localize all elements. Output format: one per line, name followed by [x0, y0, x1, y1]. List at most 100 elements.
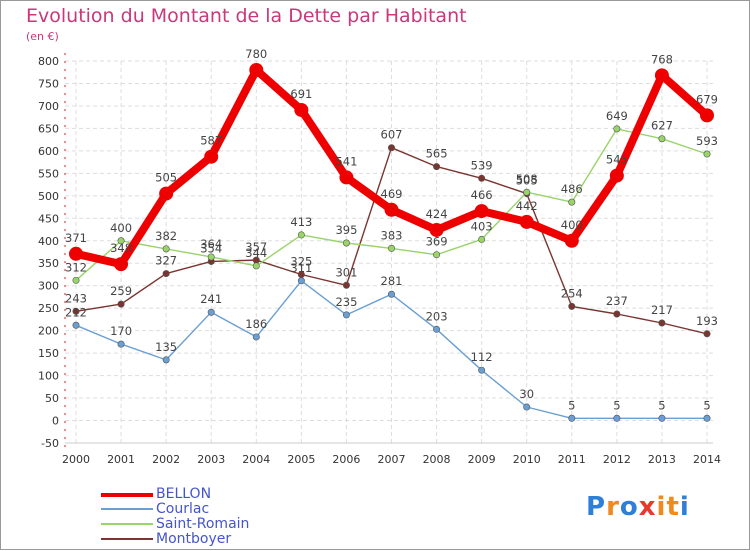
data-label-courlac: 212 [65, 305, 87, 319]
data-label-courlac: 112 [471, 350, 493, 364]
x-tick-label: 2004 [242, 453, 270, 466]
data-label-saint-romain: 593 [696, 134, 718, 148]
data-label-courlac: 5 [568, 398, 575, 412]
data-point-montboyer [387, 144, 395, 152]
data-label-saint-romain: 413 [290, 215, 312, 229]
x-tick-label: 2011 [558, 453, 586, 466]
x-tick-label: 2000 [62, 453, 90, 466]
data-point-montboyer [658, 319, 666, 327]
y-tick-label: 450 [38, 212, 59, 225]
data-label-montboyer: 217 [651, 303, 673, 317]
data-point-saint-romain [207, 253, 215, 261]
data-label-saint-romain: 649 [606, 109, 628, 123]
data-label-courlac: 135 [155, 340, 177, 354]
data-label-bellon: 400 [561, 218, 583, 232]
data-point-bellon [159, 186, 174, 201]
data-point-saint-romain [387, 244, 395, 252]
data-point-bellon [654, 68, 669, 83]
logo-letter: i [679, 492, 690, 522]
data-point-montboyer [613, 310, 621, 318]
y-tick-label: 250 [38, 302, 59, 315]
data-point-saint-romain [613, 125, 621, 133]
x-tick-label: 2006 [332, 453, 360, 466]
data-label-bellon: 691 [290, 87, 312, 101]
data-point-saint-romain [658, 135, 666, 143]
data-label-courlac: 5 [658, 398, 665, 412]
data-point-courlac [207, 308, 215, 316]
data-point-bellon [384, 202, 399, 217]
data-point-montboyer [568, 302, 576, 310]
data-point-courlac [433, 325, 441, 333]
data-label-saint-romain: 627 [651, 119, 673, 133]
legend-label-montboyer: Montboyer [156, 531, 232, 547]
data-label-courlac: 235 [335, 295, 357, 309]
logo-letter: t [666, 492, 680, 522]
proxiti-logo: Proxiti [586, 492, 690, 522]
data-label-bellon: 679 [696, 92, 718, 106]
data-label-courlac: 241 [200, 292, 222, 306]
data-label-saint-romain: 364 [200, 237, 222, 251]
data-point-bellon [249, 62, 264, 77]
data-point-bellon [429, 222, 444, 237]
legend-swatch-montboyer [101, 538, 153, 540]
logo-letter: o [619, 492, 639, 522]
data-point-courlac [568, 414, 576, 422]
data-point-courlac [252, 333, 260, 341]
data-point-saint-romain [568, 198, 576, 206]
legend-item-montboyer: Montboyer [101, 531, 361, 547]
x-tick-label: 2007 [378, 453, 406, 466]
data-point-courlac [117, 340, 125, 348]
data-point-saint-romain [297, 231, 305, 239]
data-label-montboyer: 357 [245, 240, 267, 254]
logo-letter: P [586, 492, 607, 522]
logo-letter: x [638, 492, 657, 522]
data-label-bellon: 545 [606, 153, 628, 167]
data-point-bellon [609, 168, 624, 183]
data-point-saint-romain [703, 150, 711, 158]
y-tick-label: 400 [38, 235, 59, 248]
data-label-bellon: 541 [335, 154, 357, 168]
data-label-montboyer: 505 [516, 174, 538, 188]
data-point-bellon [204, 149, 219, 164]
data-label-bellon: 469 [381, 187, 403, 201]
data-label-saint-romain: 383 [381, 228, 403, 242]
data-label-montboyer: 243 [65, 291, 87, 305]
data-point-montboyer [342, 281, 350, 289]
data-point-saint-romain [252, 262, 260, 270]
y-tick-label: 650 [38, 122, 59, 135]
data-point-courlac [297, 277, 305, 285]
chart-legend: BELLON Courlac Saint-Romain Montboyer [101, 486, 361, 547]
data-point-saint-romain [117, 237, 125, 245]
x-tick-label: 2008 [423, 453, 451, 466]
legend-item-courlac: Courlac [101, 501, 361, 517]
data-point-saint-romain [162, 245, 170, 253]
data-label-montboyer: 354 [200, 241, 222, 255]
data-point-montboyer [72, 307, 80, 315]
data-label-courlac: 170 [110, 324, 132, 338]
data-point-saint-romain [342, 239, 350, 247]
data-label-montboyer: 237 [606, 294, 628, 308]
legend-swatch-bellon [101, 493, 153, 497]
data-point-bellon [294, 102, 309, 117]
logo-letter: r [606, 492, 620, 522]
y-tick-label: 550 [38, 167, 59, 180]
data-point-bellon [114, 257, 129, 272]
data-point-bellon [519, 214, 534, 229]
x-tick-label: 2010 [513, 453, 541, 466]
data-label-courlac: 311 [290, 261, 312, 275]
y-tick-label: 800 [38, 55, 59, 68]
logo-letter: i [656, 492, 667, 522]
data-label-saint-romain: 400 [110, 221, 132, 235]
data-point-montboyer [117, 300, 125, 308]
chart-subtitle: (en €) [26, 30, 59, 43]
data-point-bellon [474, 204, 489, 219]
data-label-courlac: 5 [703, 398, 710, 412]
data-point-courlac [72, 321, 80, 329]
data-label-bellon: 505 [155, 171, 177, 185]
data-label-bellon: 348 [110, 241, 132, 255]
chart-title: Evolution du Montant de la Dette par Hab… [26, 5, 467, 27]
y-tick-label: 100 [38, 370, 59, 383]
data-point-saint-romain [72, 276, 80, 284]
data-label-montboyer: 539 [471, 158, 493, 172]
